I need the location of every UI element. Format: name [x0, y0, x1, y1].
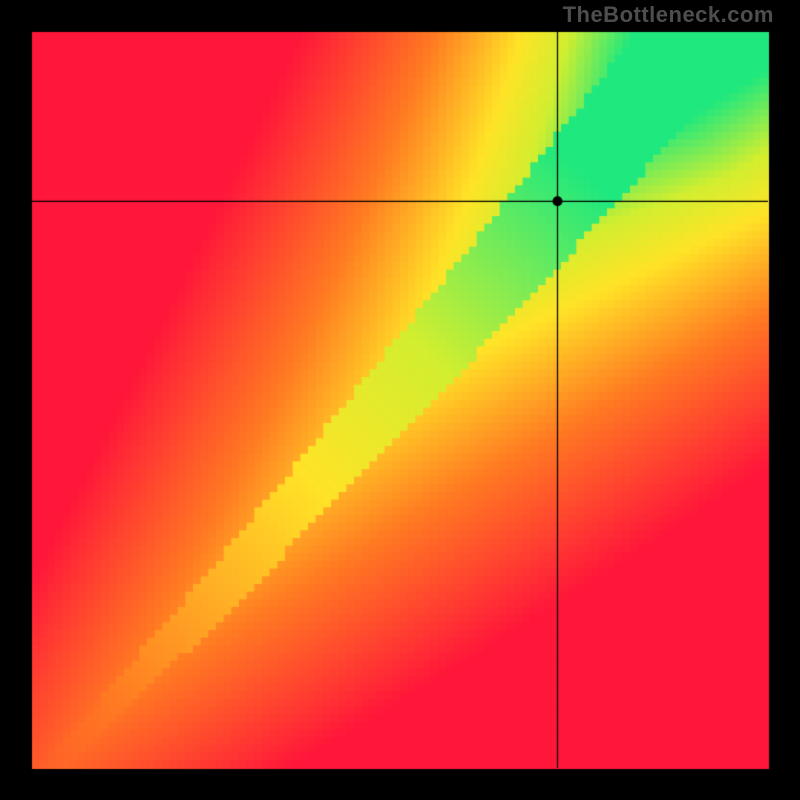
watermark-text: TheBottleneck.com — [563, 2, 774, 28]
bottleneck-heatmap — [0, 0, 800, 800]
chart-container: TheBottleneck.com — [0, 0, 800, 800]
